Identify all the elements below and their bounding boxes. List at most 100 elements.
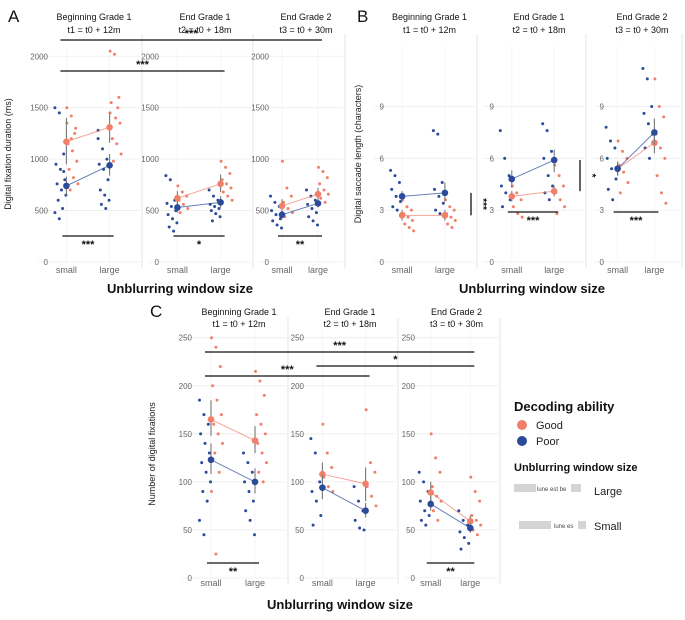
poor-point xyxy=(546,174,550,178)
legend-poor-label: Poor xyxy=(536,436,560,448)
x-axis-label: Unblurring window size xyxy=(267,597,413,612)
poor-mean-point xyxy=(508,175,516,183)
x-tick-label: large xyxy=(356,578,376,588)
y-tick-label: 200 xyxy=(179,382,193,391)
good-point xyxy=(285,186,289,190)
blur-sample-text-small: lune es xyxy=(554,524,573,530)
poor-point xyxy=(641,66,645,70)
good-point xyxy=(409,208,413,212)
poor-point xyxy=(461,518,465,522)
good-point xyxy=(178,211,182,215)
y-tick-label: 250 xyxy=(402,334,416,343)
good-point xyxy=(258,379,262,383)
x-tick-label: large xyxy=(100,265,120,275)
good-point xyxy=(479,523,483,527)
poor-point xyxy=(310,207,314,211)
good-point xyxy=(434,456,438,460)
good-point xyxy=(430,485,434,489)
good-point xyxy=(260,451,264,455)
poor-point xyxy=(201,489,205,493)
poor-point xyxy=(319,514,323,518)
panel-c: C Unblurring window size Number of digital… xyxy=(147,302,501,612)
good-point xyxy=(412,229,416,233)
poor-point xyxy=(251,499,255,503)
y-tick-label: 1500 xyxy=(251,104,269,113)
cross-sig-label: *** xyxy=(136,59,150,71)
poor-point xyxy=(441,201,445,205)
good-point xyxy=(216,432,220,436)
facet-subtitle: t3 = t0 + 30m xyxy=(279,25,332,35)
good-point xyxy=(321,422,325,426)
facet-1: 0 500 1000 1500 2000 Beginning Grade 1 t1 = t0… xyxy=(30,12,143,275)
good-point xyxy=(326,192,330,196)
poor-point xyxy=(248,518,252,522)
good-point xyxy=(214,552,218,556)
poor-point xyxy=(650,104,654,108)
blur-sample-left-small xyxy=(519,521,551,529)
cross-sig-label: * xyxy=(393,354,398,366)
y-tick-label: 9 xyxy=(600,102,605,111)
good-point xyxy=(259,422,263,426)
poor-point xyxy=(63,178,67,182)
poor-point xyxy=(168,178,172,182)
poor-point xyxy=(610,167,614,171)
poor-point xyxy=(96,137,100,141)
poor-mean-point xyxy=(251,478,259,486)
poor-point xyxy=(611,198,615,202)
good-point xyxy=(70,149,74,153)
good-point xyxy=(286,207,290,211)
y-tick-label: 100 xyxy=(179,478,193,487)
y-tick-label: 500 xyxy=(146,207,160,216)
blur-sample-right-large xyxy=(571,484,581,492)
poor-trend-line xyxy=(402,192,445,197)
good-point xyxy=(262,393,266,397)
poor-point xyxy=(467,541,471,545)
good-point xyxy=(406,215,410,219)
y-tick-label: 6 xyxy=(600,154,605,163)
good-mean-point xyxy=(441,212,449,219)
poor-mean-point xyxy=(398,193,406,200)
poor-mean-point xyxy=(319,484,326,491)
good-point xyxy=(69,114,73,118)
poor-point xyxy=(105,157,109,161)
good-point xyxy=(108,49,112,53)
good-point xyxy=(318,182,322,186)
good-point xyxy=(453,219,457,223)
poor-point xyxy=(551,184,555,188)
blur-sample-text-large: lune est be xyxy=(537,487,567,493)
y-tick-label: 1500 xyxy=(141,104,159,113)
good-trend-line xyxy=(210,418,256,441)
good-point xyxy=(255,413,259,417)
poor-point xyxy=(250,470,254,474)
poor-point xyxy=(247,489,251,493)
poor-point xyxy=(310,489,314,493)
poor-point xyxy=(314,499,318,503)
legend-small-label: Small xyxy=(594,521,622,533)
facet-1: 0 50 100 150 200 250 Beginning Grade 1 t1 = t0 … xyxy=(179,307,289,588)
poor-mean-point xyxy=(63,182,70,190)
poor-point xyxy=(62,169,66,173)
poor-point xyxy=(419,518,423,522)
poor-point xyxy=(212,194,215,198)
y-tick-label: 3 xyxy=(600,206,605,215)
poor-point xyxy=(270,209,274,213)
good-point xyxy=(326,485,330,489)
y-tick-label: 50 xyxy=(406,526,415,535)
y-tick-label: 2000 xyxy=(251,52,269,61)
facet-1: 0 3 6 9 Beginning Grade 1 t1 = t0 + 12m small l… xyxy=(374,12,488,275)
poor-point xyxy=(274,213,278,217)
good-point xyxy=(219,413,223,417)
poor-point xyxy=(462,536,466,540)
y-tick-label: 3 xyxy=(380,206,385,215)
poor-point xyxy=(200,461,204,465)
good-point xyxy=(74,126,78,130)
poor-trend-line xyxy=(281,202,319,216)
good-point xyxy=(407,225,411,229)
good-point xyxy=(438,470,442,474)
poor-mean-point xyxy=(614,165,621,172)
poor-point xyxy=(210,219,214,223)
y-tick-label: 6 xyxy=(490,154,495,163)
poor-point xyxy=(648,156,651,160)
facet-subtitle: t2 = t0 + 18m xyxy=(178,25,231,35)
facet-subtitle: t1 = t0 + 12m xyxy=(212,319,265,329)
